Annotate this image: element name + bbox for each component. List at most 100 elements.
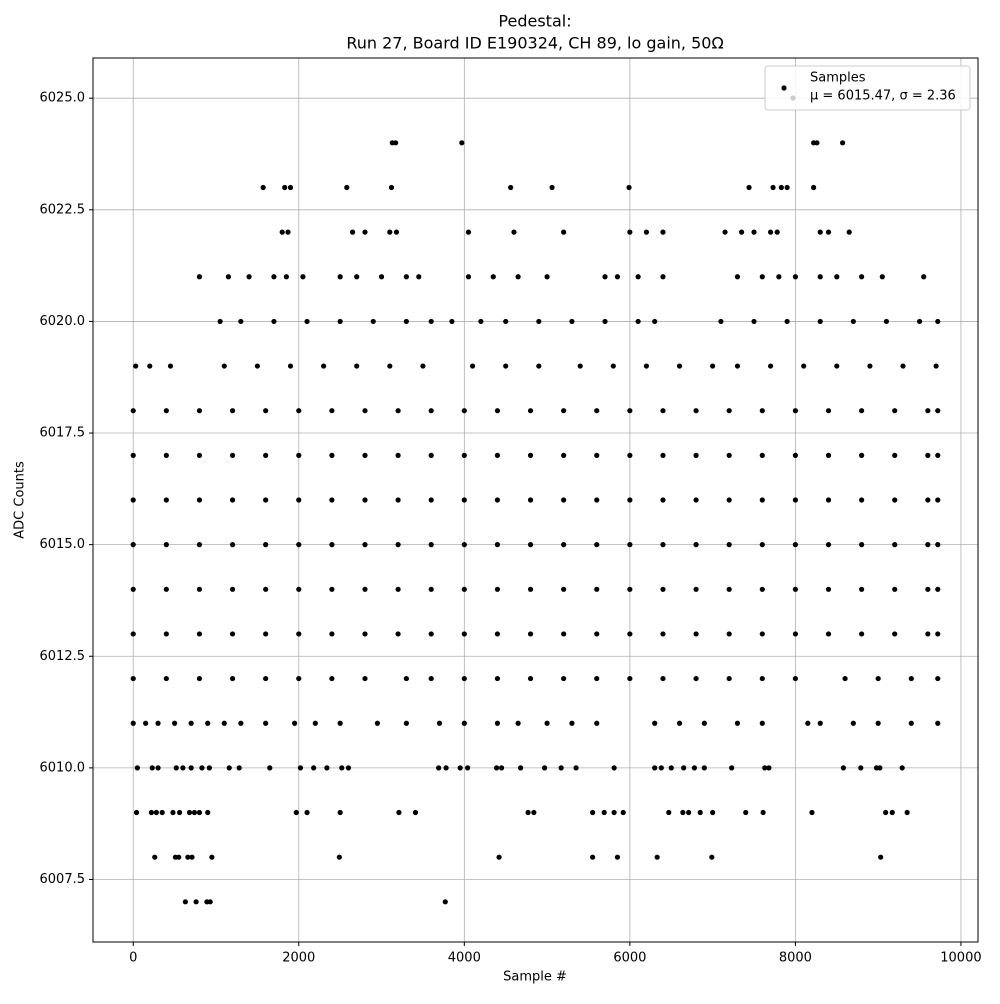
data-point bbox=[935, 675, 941, 682]
data-point bbox=[143, 720, 149, 726]
data-point bbox=[324, 765, 330, 771]
x-tick-label: 6000 bbox=[613, 951, 646, 966]
data-point bbox=[925, 631, 931, 637]
data-point bbox=[759, 720, 765, 726]
data-point bbox=[229, 542, 236, 548]
data-point bbox=[337, 318, 343, 325]
data-point bbox=[877, 765, 883, 771]
data-point bbox=[443, 765, 449, 771]
data-point bbox=[627, 229, 633, 235]
data-point bbox=[199, 765, 205, 771]
data-point bbox=[428, 452, 434, 458]
data-point bbox=[465, 765, 471, 771]
y-tick-label: 6012.5 bbox=[40, 649, 86, 664]
data-point bbox=[892, 452, 898, 458]
data-point bbox=[561, 452, 567, 458]
data-point bbox=[362, 497, 368, 503]
data-point bbox=[850, 720, 856, 726]
data-point bbox=[229, 497, 236, 503]
data-point bbox=[676, 363, 683, 369]
data-point bbox=[746, 184, 752, 191]
data-point bbox=[892, 408, 898, 414]
data-point bbox=[130, 452, 136, 458]
data-point bbox=[182, 899, 188, 905]
data-point bbox=[461, 452, 467, 458]
data-point bbox=[925, 408, 931, 414]
data-point bbox=[395, 586, 401, 592]
data-point bbox=[536, 318, 542, 325]
data-point bbox=[817, 318, 823, 325]
data-point bbox=[263, 631, 269, 637]
data-point bbox=[859, 274, 865, 280]
data-point bbox=[594, 586, 600, 592]
data-point bbox=[767, 363, 774, 369]
data-point bbox=[362, 542, 368, 548]
data-point bbox=[817, 229, 823, 235]
data-point bbox=[236, 765, 242, 771]
data-point bbox=[590, 854, 596, 860]
data-point bbox=[602, 318, 608, 325]
data-point bbox=[329, 497, 335, 503]
data-point bbox=[196, 408, 203, 414]
data-point bbox=[935, 586, 941, 592]
y-tick-label: 6025.0 bbox=[40, 91, 86, 106]
data-point bbox=[282, 184, 288, 191]
data-point bbox=[428, 675, 434, 682]
data-point bbox=[494, 586, 501, 592]
data-point bbox=[577, 363, 583, 369]
data-point bbox=[875, 675, 881, 682]
data-point bbox=[850, 318, 856, 325]
data-point bbox=[490, 274, 496, 280]
data-point bbox=[935, 631, 941, 637]
data-point bbox=[362, 675, 368, 682]
data-point bbox=[442, 899, 448, 905]
data-point bbox=[287, 184, 294, 191]
data-point bbox=[238, 318, 244, 325]
data-point bbox=[263, 586, 269, 592]
data-point bbox=[935, 720, 941, 726]
data-point bbox=[403, 318, 409, 325]
data-point bbox=[770, 184, 776, 191]
data-point bbox=[859, 452, 865, 458]
data-point bbox=[130, 408, 136, 414]
y-axis-label: ADC Counts bbox=[13, 461, 28, 539]
data-point bbox=[465, 229, 472, 235]
data-point bbox=[155, 765, 161, 771]
data-point bbox=[329, 542, 335, 548]
data-point bbox=[792, 452, 799, 458]
data-point bbox=[271, 318, 277, 325]
data-point bbox=[792, 631, 799, 637]
data-point bbox=[155, 720, 161, 726]
data-point bbox=[751, 318, 757, 325]
data-point bbox=[345, 765, 352, 771]
data-point bbox=[892, 542, 898, 548]
data-point bbox=[834, 363, 840, 369]
data-point bbox=[760, 809, 766, 816]
data-point bbox=[180, 765, 186, 771]
legend-marker bbox=[790, 95, 796, 101]
data-point bbox=[436, 720, 443, 726]
data-point bbox=[859, 631, 865, 637]
data-point bbox=[839, 140, 846, 146]
data-point bbox=[246, 274, 252, 280]
data-point bbox=[388, 184, 395, 191]
data-point bbox=[396, 809, 402, 816]
data-point bbox=[590, 809, 596, 816]
data-point bbox=[558, 765, 564, 771]
data-point bbox=[680, 809, 686, 816]
data-point bbox=[611, 765, 617, 771]
data-point bbox=[734, 363, 741, 369]
data-point bbox=[503, 363, 509, 369]
data-point bbox=[292, 720, 298, 726]
data-point bbox=[792, 497, 799, 503]
data-point bbox=[403, 720, 409, 726]
data-point bbox=[395, 542, 401, 548]
data-point bbox=[527, 586, 534, 592]
data-point bbox=[172, 720, 178, 726]
data-point bbox=[686, 809, 692, 816]
data-point bbox=[726, 631, 732, 637]
data-point bbox=[792, 274, 799, 280]
data-point bbox=[296, 542, 302, 548]
data-point bbox=[817, 720, 823, 726]
data-point bbox=[461, 631, 467, 637]
